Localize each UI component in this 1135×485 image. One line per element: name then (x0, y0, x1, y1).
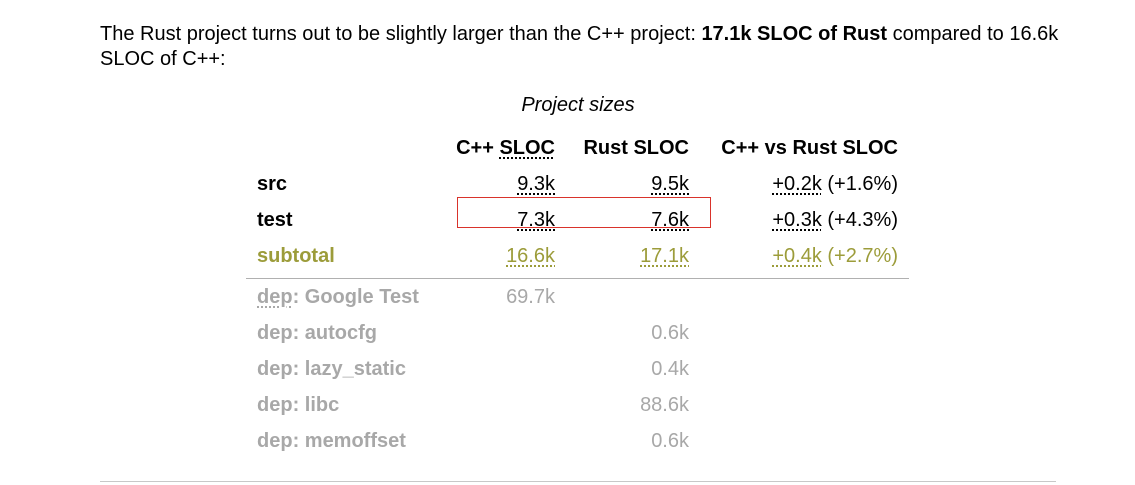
diff-abs[interactable]: +0.4k (772, 245, 822, 267)
intro-text-before: The Rust project turns out to be slightl… (100, 23, 702, 45)
rust-value: 0.4k (651, 358, 689, 380)
header-cpp-sloc: C++ SLOC (456, 130, 555, 166)
table-row-src: src 9.3k 9.5k +0.2k (+1.6%) (246, 166, 909, 202)
rust-value: 88.6k (640, 394, 689, 416)
dep-prefix: dep (257, 322, 293, 344)
table-header-row: C++ SLOC Rust SLOC C++ vs Rust SLOC (246, 130, 909, 166)
diff-value: +0.4k (+2.7%) (772, 238, 898, 274)
row-label: dep: autocfg (257, 315, 377, 351)
intro-text-after: compared to 16.6k SLOC of C++: (100, 23, 1059, 70)
rust-value[interactable]: 17.1k (640, 245, 689, 267)
table-row-dep-autocfg: dep: autocfg 0.6k (246, 315, 909, 351)
row-label: dep: memoffset (257, 423, 406, 459)
row-label: dep: libc (257, 387, 339, 423)
table-row-subtotal: subtotal 16.6k 17.1k +0.4k (+2.7%) (246, 238, 909, 274)
dep-prefix: dep (257, 430, 293, 452)
table-row-test: test 7.3k 7.6k +0.3k (+4.3%) (246, 202, 909, 238)
table-caption: Project sizes (521, 94, 635, 116)
diff-abs[interactable]: +0.2k (772, 173, 822, 195)
dep-prefix: dep (257, 358, 293, 380)
header-sloc-abbr[interactable]: SLOC (499, 137, 555, 159)
table-row-dep-libc: dep: libc 88.6k (246, 387, 909, 423)
intro-bold: 17.1k SLOC of Rust (701, 23, 888, 45)
dep-name: : autocfg (292, 322, 377, 344)
rust-value: 0.6k (651, 430, 689, 452)
cpp-value[interactable]: 9.3k (517, 173, 555, 195)
row-label: subtotal (257, 245, 335, 267)
diff-pct: (+2.7%) (821, 245, 898, 267)
dep-name: : Google Test (292, 286, 419, 308)
rust-value: 0.6k (651, 322, 689, 344)
dep-name: : lazy_static (292, 358, 406, 380)
diff-pct: (+4.3%) (821, 209, 898, 231)
table-row-dep-lazy-static: dep: lazy_static 0.4k (246, 351, 909, 387)
project-sizes-table: C++ SLOC Rust SLOC C++ vs Rust SLOC src … (246, 130, 909, 459)
header-cpp-prefix: C++ (456, 137, 500, 159)
row-label: src (257, 173, 288, 195)
highlight-box (457, 197, 711, 228)
diff-abs[interactable]: +0.3k (772, 209, 822, 231)
cpp-value[interactable]: 16.6k (506, 245, 555, 267)
dep-name: : memoffset (292, 430, 406, 452)
diff-value: +0.2k (+1.6%) (772, 166, 898, 202)
rust-value[interactable]: 9.5k (651, 173, 689, 195)
table-row-dep-memoffset: dep: memoffset 0.6k (246, 423, 909, 459)
table-row-dep-google-test: dep: Google Test 69.7k (246, 279, 909, 315)
intro-paragraph: The Rust project turns out to be slightl… (100, 22, 1060, 72)
diff-pct: (+1.6%) (821, 173, 898, 195)
rust-value[interactable]: 7.6k (651, 209, 689, 231)
header-diff-sloc: C++ vs Rust SLOC (721, 137, 898, 159)
subtotal-divider (246, 278, 909, 279)
dep-abbr[interactable]: dep (257, 286, 293, 308)
dep-prefix: dep (257, 394, 293, 416)
row-label: dep: Google Test (257, 279, 419, 315)
header-rust-sloc: Rust SLOC (583, 137, 689, 159)
diff-value: +0.3k (+4.3%) (772, 202, 898, 238)
cpp-value: 69.7k (506, 286, 555, 308)
page-divider (100, 481, 1056, 482)
cpp-value[interactable]: 7.3k (517, 209, 555, 231)
row-label: dep: lazy_static (257, 351, 406, 387)
dep-name: : libc (292, 394, 340, 416)
row-label: test (257, 209, 293, 231)
